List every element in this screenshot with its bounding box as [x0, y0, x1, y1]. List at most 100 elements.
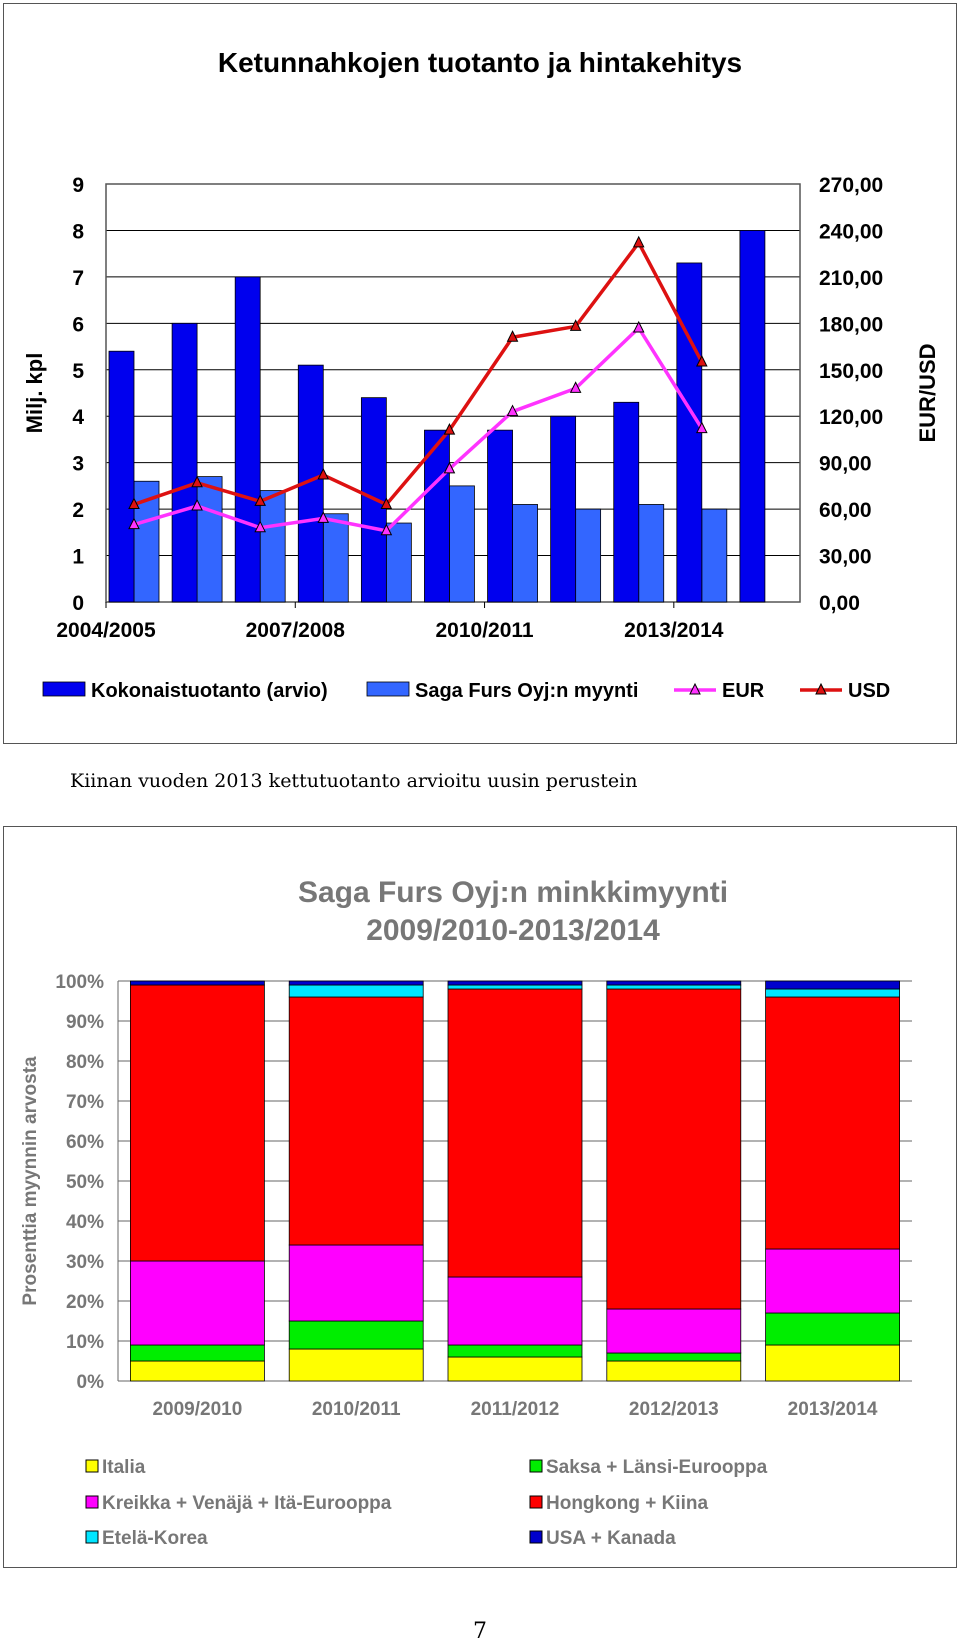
point-usd [696, 354, 708, 367]
right-axis-tick-label: 30,00 [819, 546, 872, 569]
point-eur [696, 421, 708, 434]
stacked-segment-2 [447, 1344, 583, 1358]
legend-label-2: Saksa + Länsi-Eurooppa [546, 1457, 768, 1478]
stacked-segment-4 [447, 988, 583, 1278]
legend-label-6: USA + Kanada [546, 1528, 676, 1549]
bar-total-production [613, 401, 640, 603]
point-usd [191, 475, 203, 488]
left-axis-tick-label: 8 [72, 220, 84, 243]
page-number: 7 [473, 1619, 487, 1644]
point-eur [317, 511, 330, 523]
stacked-segment-6 [606, 980, 742, 986]
point-usd [632, 235, 645, 248]
fox-production-chart: Ketunnahkojen tuotanto ja hintakehitys 0 1… [22, 47, 940, 702]
right-axis-tick-label: 150,00 [819, 360, 883, 383]
bar-total-production [487, 429, 513, 603]
x-axis-tick-label: 2004/2005 [56, 619, 156, 642]
bar-saga-furs-sales [575, 508, 602, 603]
right-axis-tick-label: 60,00 [819, 499, 872, 522]
x-axis-tick-label: 2013/2014 [624, 619, 724, 642]
bar-saga-furs-sales [322, 513, 349, 603]
stacked-segment-4 [288, 996, 424, 1246]
y-axis-tick-label: 40% [66, 1212, 104, 1233]
legend-swatch-3 [85, 1495, 99, 1509]
chart-1-title: Ketunnahkojen tuotanto ja hintakehitys [218, 47, 742, 78]
bar-saga-furs-sales [259, 490, 286, 603]
stacked-segment-2 [606, 1352, 742, 1362]
point-usd [317, 467, 330, 480]
left-axis-tick-label: 7 [72, 267, 84, 290]
right-axis-title: EUR/USD [915, 343, 940, 442]
right-axis-tick-label: 210,00 [819, 267, 883, 290]
stacked-segment-5 [606, 984, 742, 990]
right-axis-tick-label: 120,00 [819, 406, 883, 429]
left-axis-title: Milj. kpl [22, 353, 47, 434]
stacked-segment-4 [129, 984, 265, 1262]
y-axis-tick-label: 80% [66, 1052, 104, 1073]
y-axis-tick-label: 30% [66, 1252, 104, 1273]
stacked-segment-5 [288, 984, 424, 998]
right-axis-tick-label: 240,00 [819, 220, 883, 243]
stacked-segment-1 [447, 1356, 583, 1382]
point-usd [380, 497, 393, 509]
chart-2-title-line-2: 2009/2010-2013/2014 [366, 914, 660, 947]
stacked-segment-4 [606, 988, 742, 1310]
x-axis-tick-label: 2010/2011 [435, 619, 533, 642]
left-axis-tick-label: 6 [72, 313, 84, 336]
y-axis-title: Prosenttia myynnin arvosta [20, 1056, 41, 1306]
legend-swatch-1 [85, 1459, 99, 1473]
y-axis-tick-label: 50% [66, 1172, 104, 1193]
y-axis-tick-label: 100% [55, 972, 104, 993]
x-axis-tick-label: 2010/2011 [312, 1399, 401, 1420]
left-axis-tick-label: 1 [72, 546, 84, 569]
bar-total-production [108, 350, 135, 603]
stacked-segment-5 [447, 984, 583, 990]
legend-marker-usd [815, 682, 827, 695]
point-eur [569, 381, 582, 393]
legend-label-4: Hongkong + Kiina [546, 1493, 708, 1514]
point-eur [191, 498, 203, 511]
y-axis-tick-label: 60% [66, 1132, 104, 1153]
legend-marker-eur [689, 682, 701, 695]
bar-total-production [739, 230, 766, 603]
bar-total-production [234, 276, 261, 603]
legend-label-1: Italia [102, 1457, 146, 1478]
stacked-segment-3 [606, 1308, 742, 1354]
right-axis-tick-label: 90,00 [819, 453, 872, 476]
stacked-segment-3 [765, 1248, 900, 1314]
stacked-segment-2 [288, 1320, 424, 1350]
figure-caption: Kiinan vuoden 2013 kettutuotanto arvioit… [70, 770, 638, 792]
legend-label-total-production: Kokonaistuotanto (arvio) [91, 680, 328, 702]
stacked-segment-6 [765, 980, 900, 990]
bar-total-production [424, 429, 450, 603]
stacked-segment-3 [129, 1260, 265, 1346]
point-usd [569, 319, 582, 331]
legend-swatch-6 [529, 1530, 543, 1544]
legend-label-eur: EUR [722, 680, 765, 702]
legend-swatch-saga-furs [366, 681, 410, 697]
point-usd [506, 330, 519, 342]
left-axis-tick-label: 9 [72, 174, 84, 197]
bar-saga-furs-sales [512, 504, 538, 603]
x-axis-tick-label: 2013/2014 [788, 1399, 878, 1420]
point-eur [506, 404, 519, 417]
x-axis-tick-label: 2012/2013 [629, 1399, 719, 1420]
point-usd [254, 494, 266, 506]
point-eur [443, 461, 456, 474]
bar-saga-furs-sales [638, 504, 665, 603]
stacked-segment-3 [288, 1244, 424, 1322]
bar-saga-furs-sales [701, 508, 728, 603]
line-eur [133, 325, 704, 533]
stacked-segment-6 [129, 980, 265, 986]
left-axis-tick-label: 5 [72, 360, 84, 383]
stacked-segment-1 [129, 1360, 265, 1382]
stacked-segment-6 [288, 980, 424, 986]
chart-2-title-line-1: Saga Furs Oyj:n minkkimyynti [298, 876, 728, 909]
legend-swatch-5 [85, 1530, 99, 1544]
bar-total-production [550, 415, 577, 603]
left-axis-tick-label: 4 [72, 406, 84, 429]
stacked-segment-1 [765, 1344, 900, 1382]
bar-total-production [171, 322, 198, 603]
point-usd [128, 497, 140, 509]
